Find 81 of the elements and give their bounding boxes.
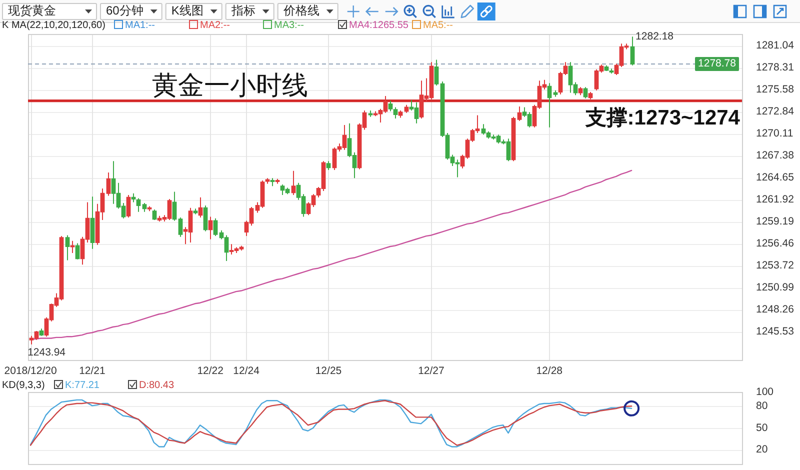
series-label: K:77.21: [65, 380, 100, 391]
legend-title: KD(9,3,3): [2, 380, 45, 391]
candlestick: [291, 170, 296, 196]
ref-line-label: 支撑:1273~1274: [584, 106, 740, 130]
candlestick: [147, 206, 152, 212]
candlestick: [434, 59, 439, 86]
candlestick: [126, 194, 131, 218]
dropdown: K线图: [165, 3, 222, 20]
text: 黄金一小时线: [152, 70, 308, 100]
legend-label: MA5:--: [423, 20, 453, 31]
candlestick: [398, 110, 403, 118]
dropdown: 价格线: [277, 3, 338, 20]
y-tick-label: 100: [756, 386, 774, 398]
candlestick: [588, 91, 593, 100]
candlestick: [152, 208, 157, 220]
candlestick: [193, 208, 198, 215]
y-tick-label: 1248.26: [756, 303, 794, 316]
candlestick: [609, 68, 614, 74]
dropdown: 现货黄金: [2, 3, 97, 20]
y-tick-label: 1250.99: [756, 281, 794, 294]
dropdown: 指标: [225, 3, 274, 20]
legend-label: MA3:--: [274, 20, 304, 31]
candlestick: [203, 204, 208, 232]
y-tick-label: 1275.58: [756, 83, 794, 96]
candlestick: [131, 192, 136, 203]
candlestick: [511, 116, 516, 162]
candlestick: [326, 160, 331, 171]
candlestick: [172, 191, 177, 222]
legend-label: MA2:--: [200, 20, 230, 31]
y-tick-label: 1281.04: [756, 40, 794, 52]
y-tick-label: 50: [756, 422, 768, 434]
y-tick-label: 1245.53: [756, 325, 794, 338]
candlestick: [404, 104, 409, 114]
y-tick-label: 1259.19: [756, 215, 794, 228]
x-tick-label: 12/25: [315, 364, 342, 377]
x-tick-label: 12/21: [79, 364, 106, 377]
y-tick-label: 1253.72: [756, 259, 794, 272]
y-tick-label: 1264.65: [756, 171, 794, 184]
candlestick: [90, 196, 95, 250]
candlestick: [270, 178, 275, 187]
text: D:80.43: [139, 380, 174, 391]
x-tick-label: 12/24: [233, 364, 260, 377]
candlestick: [39, 328, 44, 336]
candlestick: [583, 86, 588, 99]
candlestick: [70, 240, 75, 254]
candlestick: [198, 196, 203, 218]
x-tick-label: 2018/12/20: [4, 364, 57, 377]
x-tick-label: 12/28: [536, 364, 563, 377]
candlestick: [547, 82, 552, 128]
text: 1282.18: [636, 30, 674, 42]
text: MA4:1265.55: [349, 20, 409, 31]
y-tick-label: 80: [756, 400, 768, 412]
candlestick: [630, 36, 635, 66]
candlestick: [604, 64, 609, 72]
y-tick-label: 1270.11: [756, 128, 794, 140]
legend-label: MA1:--: [125, 20, 155, 31]
y-tick-label: 1261.92: [756, 193, 794, 206]
candlestick: [578, 86, 583, 96]
x-tick-label: 12/27: [418, 364, 445, 377]
candlestick: [178, 217, 183, 238]
y-tick-label: 1278.31: [756, 62, 794, 74]
annotation: 1243.94: [28, 346, 66, 359]
y-tick-label: 1267.38: [756, 149, 794, 162]
y-tick-label: 1256.46: [756, 237, 794, 250]
candlestick: [517, 106, 522, 122]
dropdown: 60分钟: [100, 3, 162, 20]
candlestick: [75, 242, 80, 260]
candlestick: [208, 216, 213, 240]
candlestick: [106, 172, 111, 196]
candlestick: [368, 110, 373, 118]
y-tick-label: 20: [756, 443, 768, 456]
candlestick: [142, 202, 147, 212]
candlestick: [136, 198, 141, 212]
legend-title: K MA(22,10,20,120,60): [2, 20, 106, 31]
candlestick: [65, 234, 70, 261]
candlestick: [213, 218, 218, 237]
y-tick-label: 1272.84: [756, 106, 794, 118]
candlestick: [553, 90, 558, 98]
candlestick: [275, 178, 280, 184]
x-tick-label: 12/22: [197, 364, 224, 377]
ref-line-label: 1278.78: [698, 58, 736, 70]
